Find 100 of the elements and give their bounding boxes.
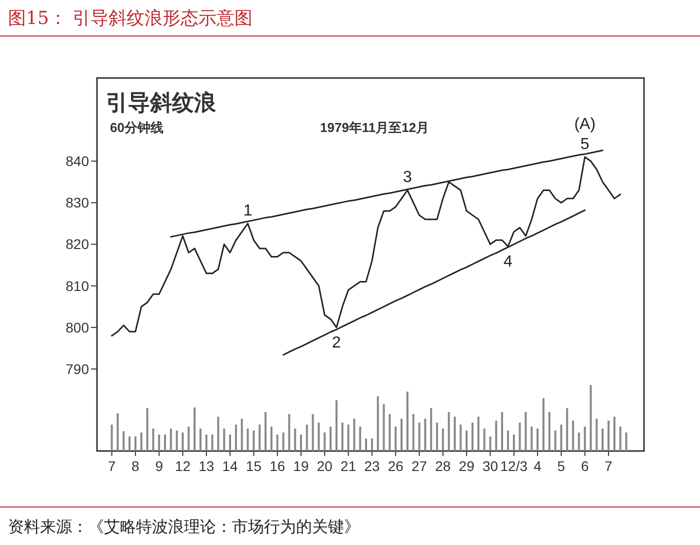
x-tick-label: 26 xyxy=(388,458,404,474)
x-tick-label: 9 xyxy=(155,458,164,474)
bar xyxy=(359,426,362,451)
x-tick-label: 7 xyxy=(604,458,613,474)
x-tick-label: 28 xyxy=(435,458,451,474)
bar xyxy=(590,385,592,451)
x-tick-label: 12/3 xyxy=(500,458,528,474)
annotation: 1979年11月至12月 xyxy=(320,120,430,135)
bar xyxy=(454,416,456,451)
bar xyxy=(619,426,622,451)
bar xyxy=(134,436,136,451)
bar xyxy=(554,430,556,451)
bar xyxy=(442,428,444,451)
y-tick-label: 840 xyxy=(66,153,90,170)
bar xyxy=(246,428,249,451)
bar xyxy=(205,434,208,451)
bar xyxy=(477,416,480,451)
bar xyxy=(566,408,568,451)
text: 资料来源：《艾略特波浪理论：市场行为的关键》 xyxy=(8,517,360,536)
x-tick-label: 7 xyxy=(108,458,116,474)
bar xyxy=(152,428,154,451)
bar xyxy=(116,413,119,451)
bar xyxy=(472,422,474,451)
bar xyxy=(530,426,533,451)
x-tick-label: 19 xyxy=(293,458,310,474)
x-tick-label: 5 xyxy=(557,458,566,474)
bar xyxy=(199,428,202,451)
bar xyxy=(258,424,261,451)
bar xyxy=(572,420,574,451)
bar xyxy=(518,422,521,451)
bar xyxy=(394,426,397,451)
bar xyxy=(330,426,332,451)
bar xyxy=(489,436,492,451)
bar xyxy=(306,424,308,451)
bar xyxy=(436,422,438,451)
y-tick-label: 790 xyxy=(66,360,90,377)
bar xyxy=(270,426,272,451)
y-tick-label: 830 xyxy=(66,194,90,211)
annotation: 3 xyxy=(403,169,412,186)
bar xyxy=(223,428,226,451)
bar xyxy=(625,432,628,451)
bar xyxy=(548,412,550,451)
bar xyxy=(506,430,509,451)
bar xyxy=(288,414,290,451)
bar xyxy=(542,398,544,451)
annotation: 4 xyxy=(504,253,513,270)
bar xyxy=(128,436,131,451)
bar xyxy=(234,424,237,451)
x-tick-label: 21 xyxy=(340,458,356,474)
x-tick-label: 20 xyxy=(316,458,333,474)
bar xyxy=(466,430,468,451)
bar xyxy=(536,428,539,451)
x-tick-label: 15 xyxy=(246,458,262,474)
bar xyxy=(406,392,408,451)
bar xyxy=(158,434,160,451)
bar xyxy=(495,420,498,451)
bar xyxy=(217,416,220,451)
y-tick-label: 820 xyxy=(66,236,90,252)
bar xyxy=(282,432,284,451)
annotation: 60分钟线 xyxy=(110,120,164,135)
bar xyxy=(560,424,562,451)
annotation: (A) xyxy=(574,116,596,133)
bar xyxy=(194,407,196,451)
bar xyxy=(164,434,166,451)
bar xyxy=(122,431,125,451)
bar xyxy=(341,422,344,451)
bar xyxy=(424,418,426,451)
bar xyxy=(613,416,616,451)
annotation: 1 xyxy=(243,202,252,220)
x-tick-label: 27 xyxy=(411,458,428,474)
bar xyxy=(460,424,462,451)
bar xyxy=(318,422,320,451)
bar xyxy=(240,418,243,451)
bar xyxy=(376,396,379,451)
bar xyxy=(412,414,414,451)
bar xyxy=(524,412,527,451)
bar xyxy=(276,434,278,451)
x-tick-label: 29 xyxy=(458,458,475,474)
x-tick-label: 23 xyxy=(364,458,380,474)
bar xyxy=(608,420,610,451)
bar xyxy=(324,432,326,451)
bar xyxy=(382,404,385,451)
bar xyxy=(335,400,338,451)
bar xyxy=(501,412,504,451)
x-tick-label: 12 xyxy=(174,458,191,474)
bar xyxy=(400,418,403,451)
bar xyxy=(602,428,604,451)
bar xyxy=(300,434,302,451)
bar xyxy=(430,408,432,451)
annotation: 5 xyxy=(580,136,590,153)
bar xyxy=(140,432,142,451)
chart-title: 图15： 引导斜纹浪形态示意图 xyxy=(8,8,253,29)
bar xyxy=(252,430,255,451)
x-tick-label: 6 xyxy=(580,458,589,474)
bar xyxy=(578,432,580,451)
x-tick-label: 14 xyxy=(222,458,238,474)
bar xyxy=(170,428,172,451)
x-tick-label: 30 xyxy=(482,458,498,474)
bar xyxy=(596,418,598,451)
bar xyxy=(347,424,350,451)
